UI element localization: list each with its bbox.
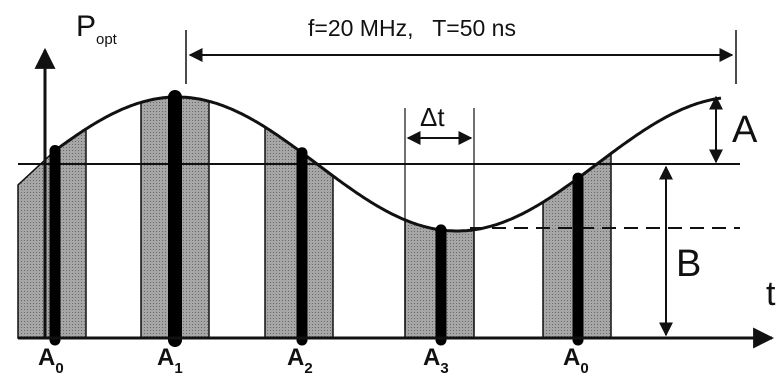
sample-label-3: A3 xyxy=(423,344,449,377)
x-axis-label: t xyxy=(766,275,776,313)
sample-label-subscript-3: 3 xyxy=(440,360,448,377)
sample-labels: A0 A1 A2 A3 A0 xyxy=(38,344,589,377)
y-axis-label-subscript: opt xyxy=(96,31,118,48)
amplitude-label: A xyxy=(732,109,758,151)
sample-label-2: A2 xyxy=(287,344,313,377)
sample-label-subscript-2: 2 xyxy=(304,360,312,377)
sample-label-0: A0 xyxy=(38,344,64,377)
sample-label-subscript-1: 1 xyxy=(174,360,182,377)
optical-power-waveform xyxy=(54,95,722,233)
integration-windows xyxy=(17,96,612,339)
sample-label-subscript-4: 0 xyxy=(580,360,588,377)
sample-label-subscript-0: 0 xyxy=(55,360,63,377)
y-axis-label: P xyxy=(76,10,96,43)
offset-label: B xyxy=(676,243,701,285)
sample-bars xyxy=(49,90,584,347)
frequency-period-title: f=20 MHz, T=50 ns xyxy=(308,15,516,41)
delta-t-label: Δt xyxy=(420,102,445,132)
sample-label-1: A1 xyxy=(157,344,183,377)
sample-label-4: A0 xyxy=(563,344,589,377)
